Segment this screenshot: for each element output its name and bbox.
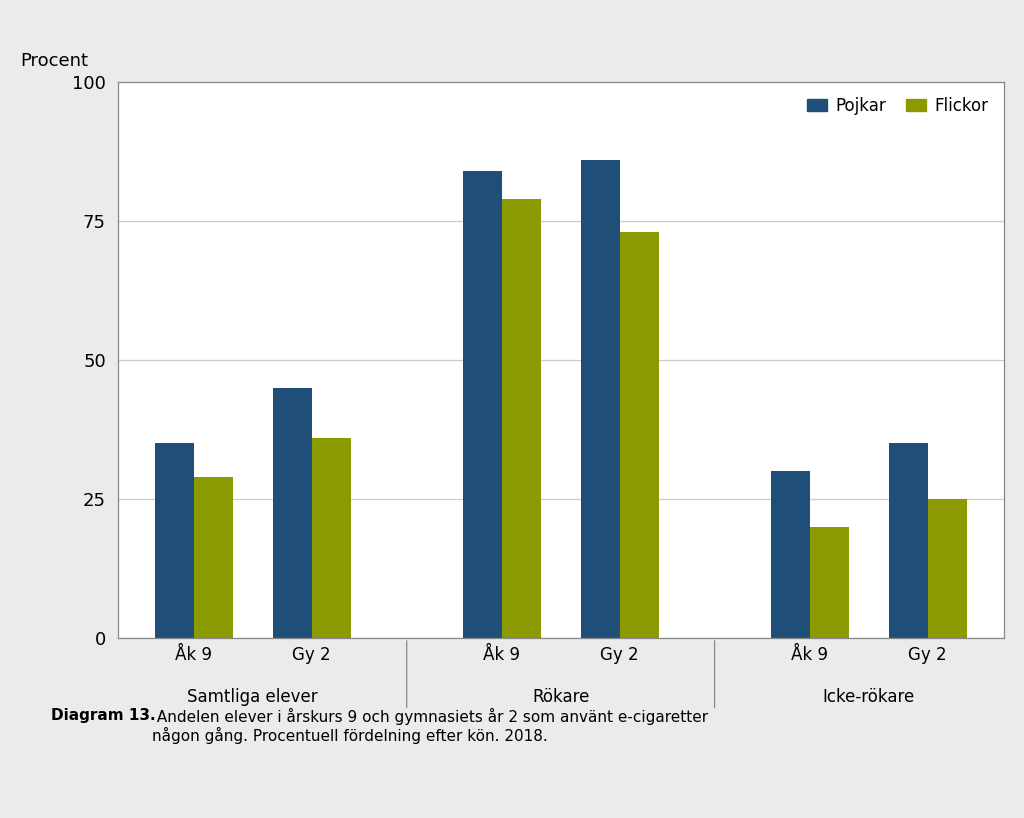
Bar bbox=[770, 471, 810, 638]
Bar bbox=[311, 438, 351, 638]
Bar bbox=[463, 171, 502, 638]
Text: Andelen elever i årskurs 9 och gymnasiets år 2 som använt e-cigaretter
någon gån: Andelen elever i årskurs 9 och gymnasiet… bbox=[152, 708, 708, 744]
Bar bbox=[889, 443, 928, 638]
Bar bbox=[155, 443, 194, 638]
Text: Icke-rökare: Icke-rökare bbox=[822, 688, 914, 706]
Text: Rökare: Rökare bbox=[531, 688, 590, 706]
Text: Procent: Procent bbox=[20, 52, 88, 70]
Bar bbox=[581, 160, 620, 638]
Legend: Pojkar, Flickor: Pojkar, Flickor bbox=[801, 90, 995, 121]
Text: Diagram 13.: Diagram 13. bbox=[51, 708, 156, 722]
Bar bbox=[928, 499, 967, 638]
Bar bbox=[502, 199, 541, 638]
Bar bbox=[194, 477, 232, 638]
Text: Samtliga elever: Samtliga elever bbox=[187, 688, 318, 706]
Bar bbox=[810, 527, 849, 638]
Bar bbox=[620, 232, 658, 638]
Bar bbox=[272, 388, 311, 638]
